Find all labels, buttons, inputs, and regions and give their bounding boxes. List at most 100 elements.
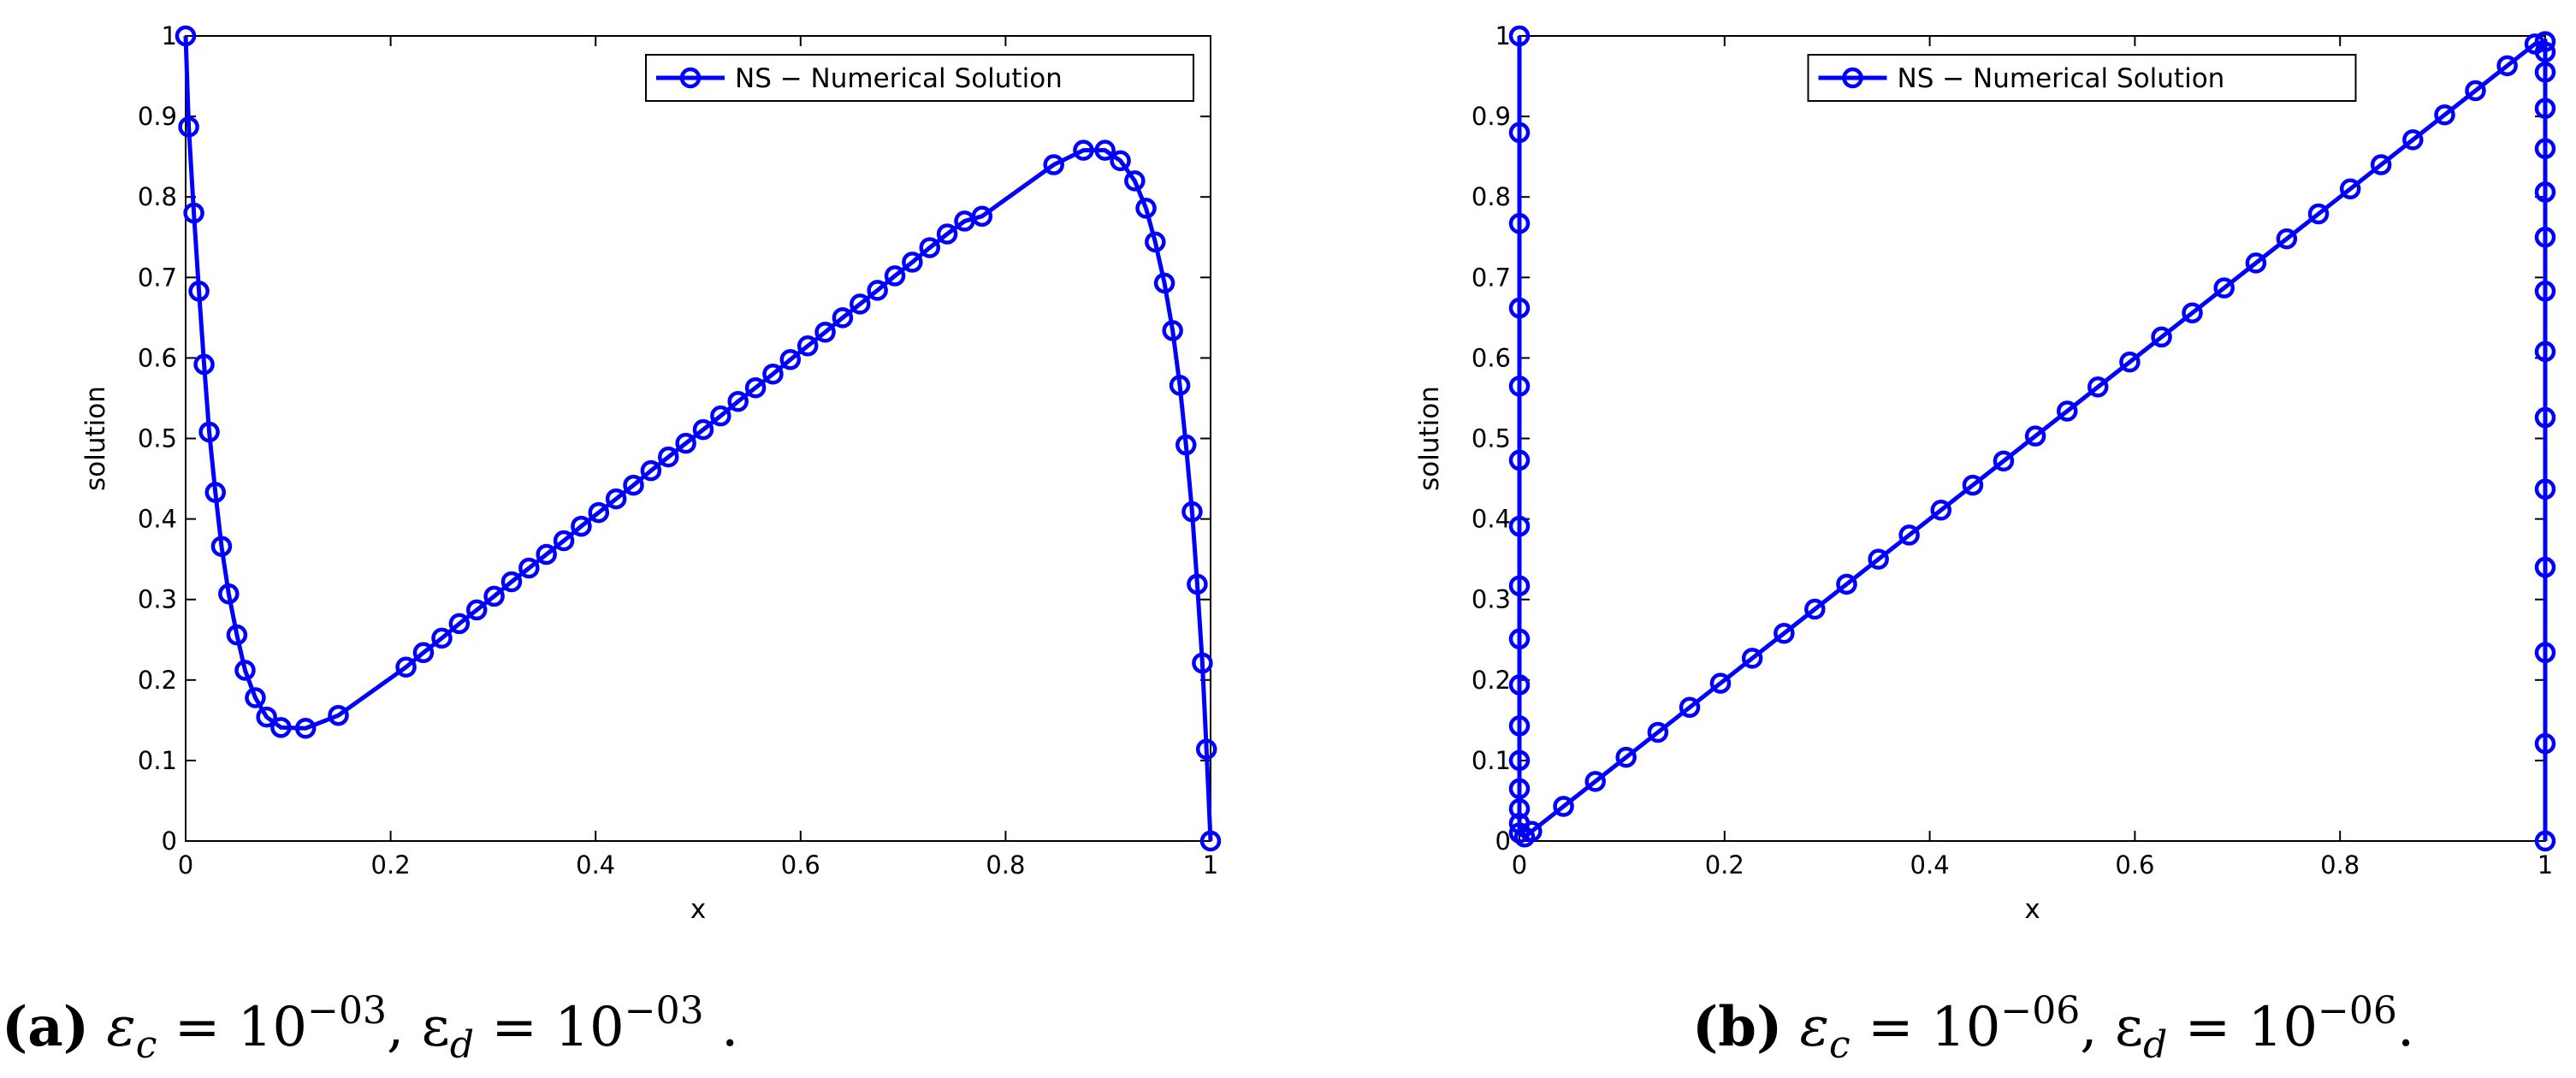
marker [465,599,488,621]
caption-part: ε [1782,996,1829,1059]
marker [1145,231,1166,253]
marker [1124,170,1146,192]
x-tick-label: 0.8 [2320,850,2360,880]
caption-part: ε [89,996,136,1059]
caption-part: −03 [307,989,387,1033]
marker [226,624,248,646]
caption: (a) εc = 10−03, εd = 10−03 . [2,989,738,1067]
marker [1508,213,1531,234]
marker [1508,749,1531,772]
y-tick-label: 0.8 [1472,182,1511,211]
y-tick-label: 0.5 [1472,424,1511,453]
x-tick-label: 1 [1203,850,1218,880]
chart: 0 0.2 0.4 0.6 0.8 1 0 0.1 0.2 0.3 0.4 0.5 0.6 0.7 0.8 0… [1414,21,2556,1067]
marker [448,613,471,635]
marker [2534,556,2556,578]
y-tick-label: 0.4 [138,505,177,534]
marker [2465,80,2486,102]
y-tick-label: 0.6 [1472,343,1511,372]
marker [2057,400,2078,422]
x-tick-label: 0.6 [781,850,820,880]
marker [902,252,923,273]
marker [2534,31,2556,52]
marker [675,432,696,454]
marker [2534,181,2556,203]
legend-box [1807,54,2357,102]
y-tick-label: 0.9 [138,102,177,131]
caption-part: = 10 [1851,996,2001,1059]
marker [2339,178,2361,200]
marker [1073,139,1094,161]
marker [178,116,199,138]
marker [1553,796,1574,817]
marker [1508,674,1531,696]
marker [175,25,197,47]
caption-part: , ε [387,996,450,1059]
y-tick-label: 0.2 [1472,666,1511,695]
marker [431,627,453,649]
marker [762,363,784,385]
marker [1962,474,1984,496]
marker [588,501,610,524]
marker [1647,721,1669,743]
marker [2024,425,2046,447]
x-axis-label: x [2024,894,2040,925]
caption-part: , ε [2080,996,2143,1059]
marker [2245,252,2267,274]
marker [1508,297,1531,319]
marker [518,557,540,579]
marker [2119,351,2141,373]
y-tick-label: 0.7 [138,263,177,292]
legend-label: NS − Numerical Solution [1898,63,2225,94]
marker [2534,732,2556,755]
marker [2534,406,2556,429]
y-tick-label: 0.3 [1472,585,1511,614]
marker [936,223,958,245]
marker [193,353,215,376]
chart: 0 0.2 0.4 0.6 0.8 1 0 0.1 0.2 0.3 0.4 0.5 0.6 0.7 0.8 0… [2,21,1222,1067]
marker [1181,500,1203,523]
y-tick-label: 0.1 [138,746,177,775]
marker [1043,154,1064,175]
marker [234,660,256,681]
marker [779,349,802,370]
marker [1508,628,1531,650]
caption-part: −06 [2318,989,2397,1033]
marker [1110,150,1131,172]
caption-part: = 10 [157,996,307,1059]
marker [1508,715,1531,737]
caption-part: d [2143,1023,2167,1067]
marker [256,706,277,728]
marker [2151,326,2172,348]
marker [183,202,204,224]
y-tick-label: 0.3 [138,585,177,614]
x-tick-label: 1 [2538,850,2553,880]
caption-part: −03 [625,989,704,1033]
marker [1868,548,1889,570]
marker [500,571,523,593]
marker [1741,648,1763,669]
marker [2534,62,2556,83]
marker [1993,450,2015,472]
marker [727,390,749,412]
marker [294,718,317,739]
marker [1192,652,1213,674]
marker [640,459,662,482]
marker [198,421,220,443]
caption-part: d [450,1023,474,1067]
marker [2213,277,2235,299]
caption-part: −06 [2000,989,2080,1033]
y-tick-label: 1 [162,21,177,50]
marker [553,530,575,552]
marker [1199,830,1222,852]
marker [1508,121,1531,144]
marker [1508,515,1531,537]
marker [710,405,731,427]
marker [1169,375,1191,396]
legend-label: NS − Numerical Solution [735,63,1063,94]
marker [571,515,592,537]
marker [204,482,226,503]
marker [1709,672,1732,694]
x-tick-label: 0.4 [1910,850,1950,880]
